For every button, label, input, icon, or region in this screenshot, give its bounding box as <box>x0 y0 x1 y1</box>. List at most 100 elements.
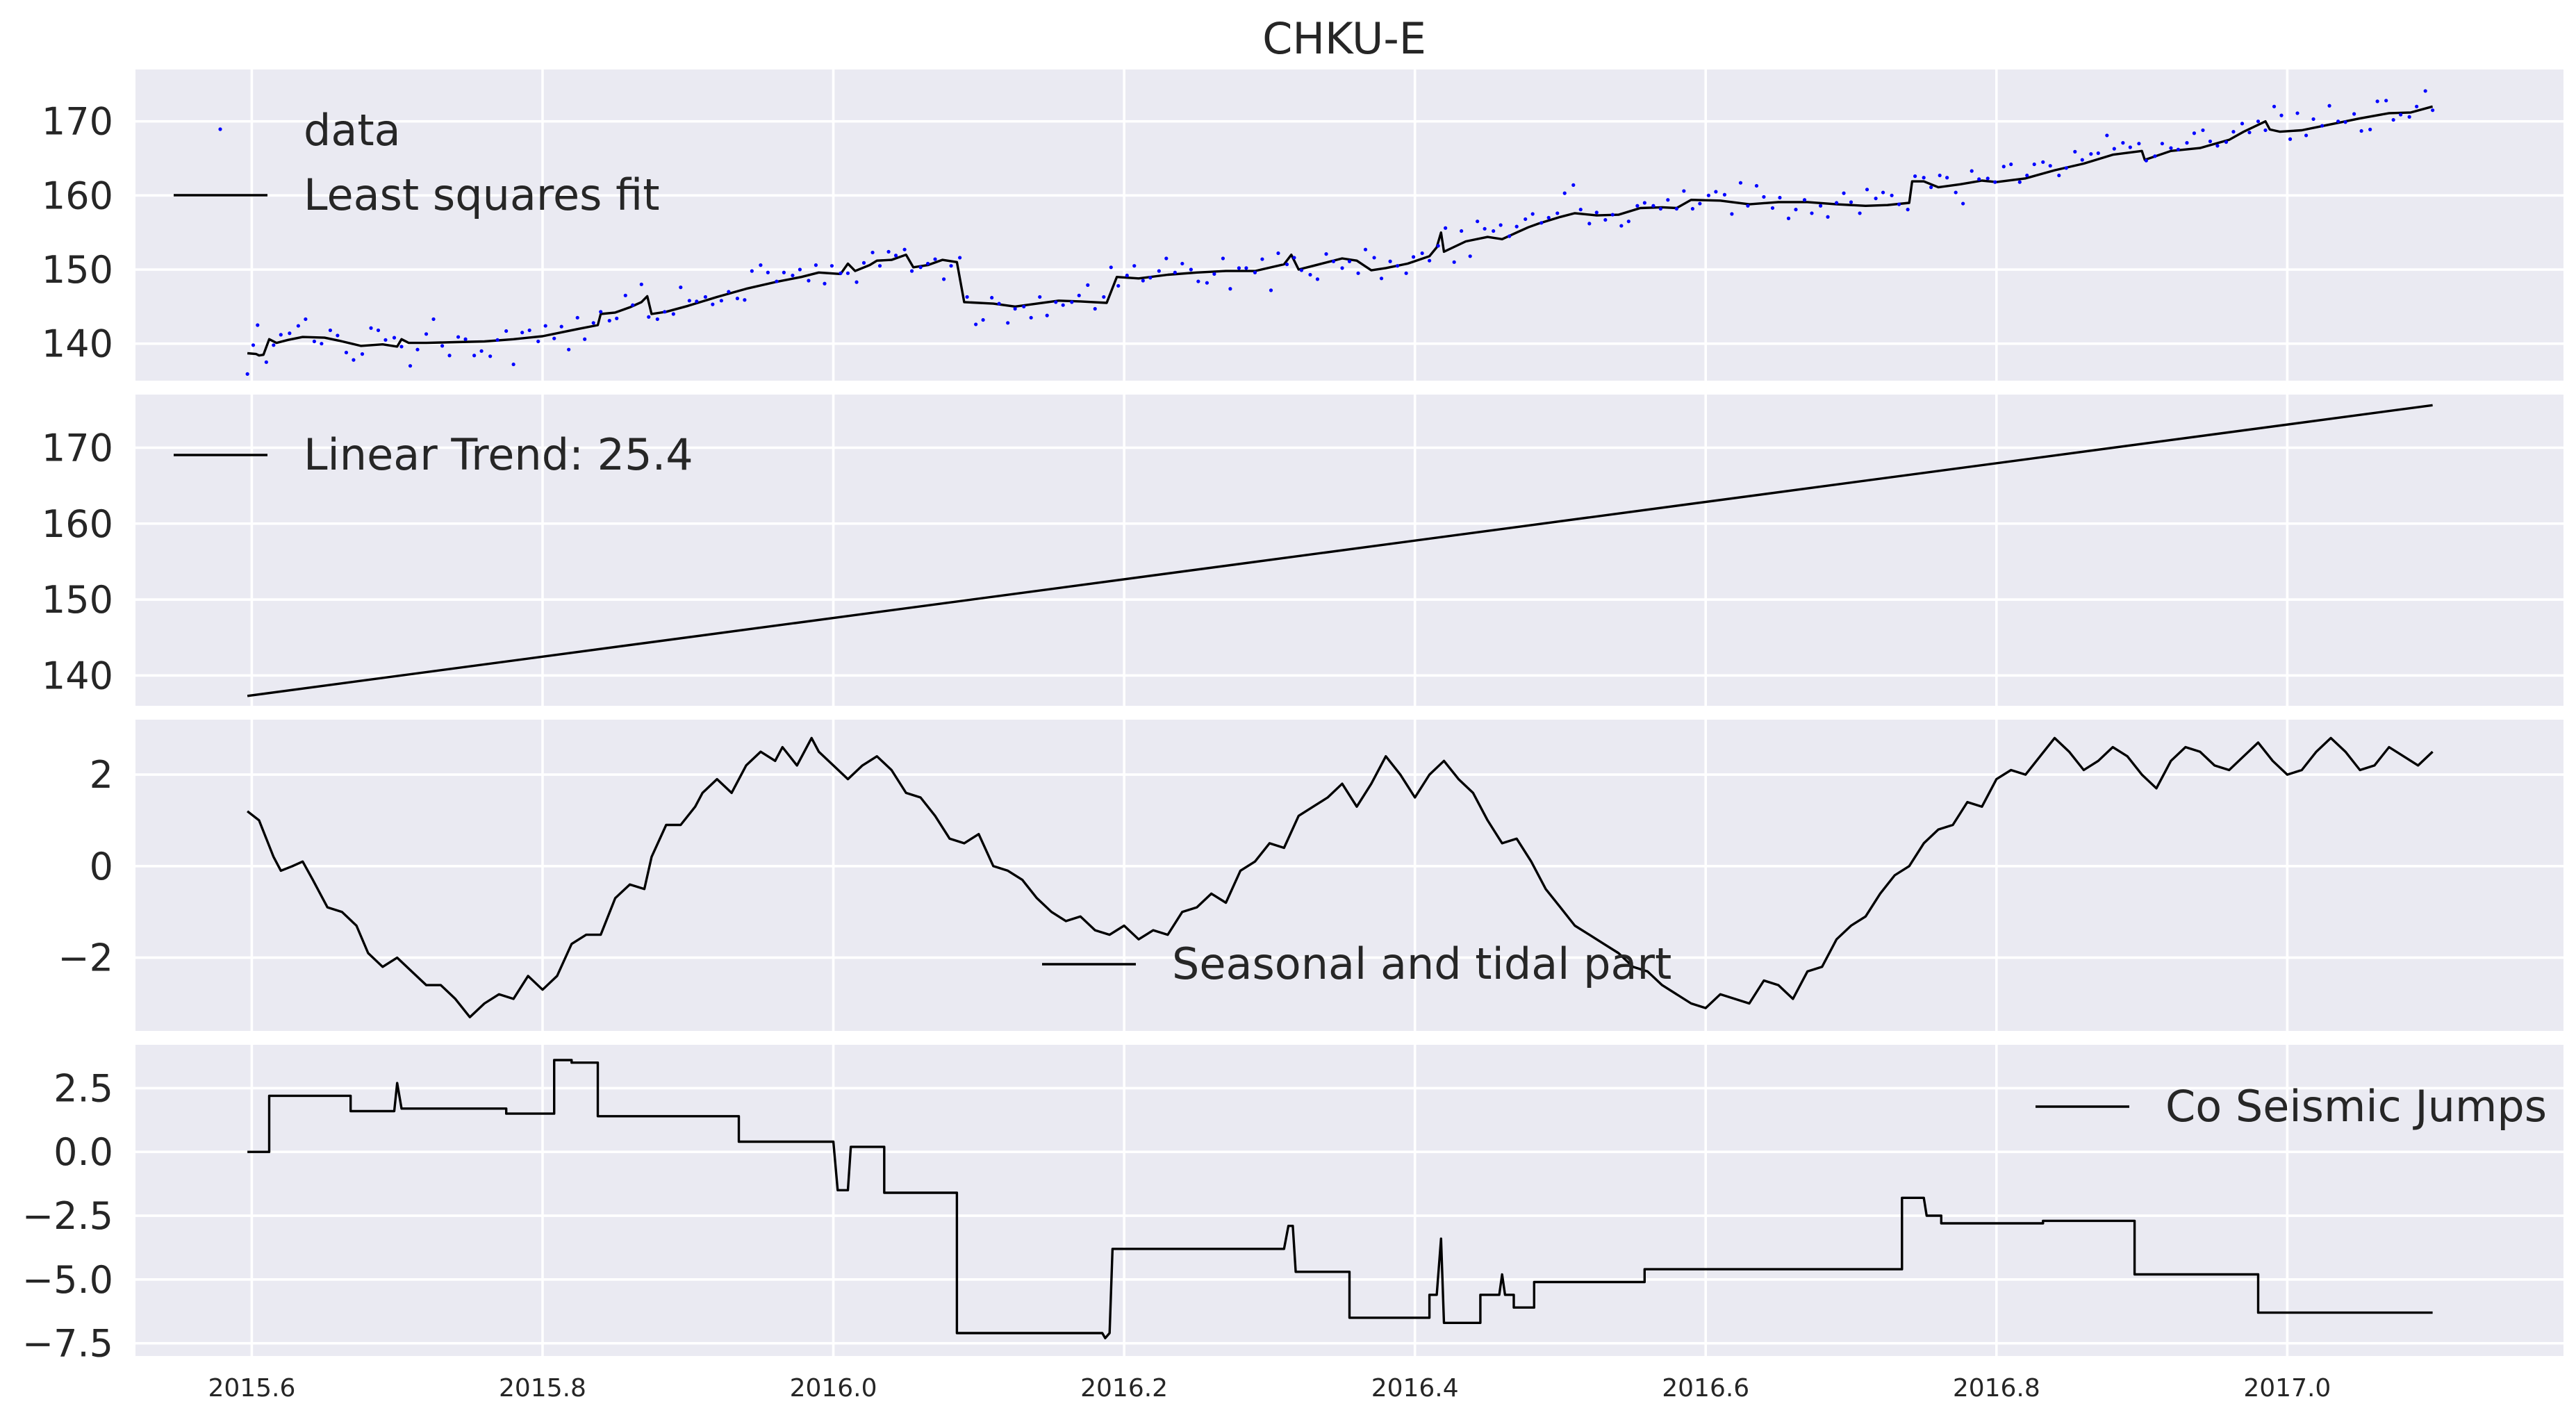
data-point <box>1603 217 1608 222</box>
data-point <box>663 310 667 314</box>
data-point <box>2089 152 2093 156</box>
y-tick-label: 170 <box>42 426 113 470</box>
data-point <box>376 328 381 333</box>
data-point <box>424 332 429 336</box>
data-point <box>2391 117 2395 122</box>
data-point <box>1029 315 1033 320</box>
data-point <box>1189 267 1193 272</box>
data-point <box>272 343 276 347</box>
data-point <box>1498 223 1503 227</box>
data-point <box>1524 217 1528 222</box>
data-point <box>639 282 643 286</box>
panel-3: 2 0 −2 Seasonal and tidal part <box>58 720 2563 1031</box>
data-point <box>1237 266 1241 270</box>
data-point <box>2201 128 2205 133</box>
series-line-least-squares-fit <box>247 105 2434 357</box>
data-point <box>2009 162 2013 167</box>
data-point <box>360 352 365 356</box>
data-point <box>1786 216 1791 220</box>
data-point <box>1013 306 1017 311</box>
y-tick-label: −2 <box>58 936 113 980</box>
data-point <box>1260 257 1264 261</box>
data-point <box>1642 201 1646 205</box>
data-point <box>399 345 404 349</box>
data-point <box>829 264 834 268</box>
data-point <box>1157 269 1161 273</box>
data-point <box>1562 191 1567 195</box>
data-point <box>1102 295 1106 299</box>
data-point <box>2192 131 2197 135</box>
series-line-co-seismic-jumps <box>247 1059 2433 1339</box>
data-point <box>1164 256 1169 261</box>
data-point <box>575 315 579 320</box>
data-point <box>2375 99 2379 104</box>
data-point <box>2001 165 2006 169</box>
data-point <box>1571 183 1576 187</box>
data-point <box>336 333 340 338</box>
data-point <box>807 279 811 283</box>
data-point <box>328 328 333 333</box>
data-point <box>1308 272 1312 277</box>
data-point <box>463 337 468 341</box>
data-point <box>2327 104 2331 108</box>
data-point <box>2041 160 2045 164</box>
data-point <box>2208 139 2213 144</box>
data-point <box>1954 190 1958 195</box>
data-point <box>2160 142 2164 146</box>
data-point <box>1141 279 1145 283</box>
data-point <box>2415 104 2419 108</box>
y-tick-label: 160 <box>42 502 113 546</box>
data-point <box>2384 99 2388 103</box>
data-point <box>1468 254 1472 258</box>
data-point <box>1086 283 1090 287</box>
data-point <box>2017 180 2022 184</box>
data-point <box>2320 124 2325 128</box>
data-point <box>631 303 635 307</box>
data-point <box>591 321 595 325</box>
data-point <box>1945 176 1949 180</box>
data-point <box>1858 211 1862 215</box>
data-point <box>981 317 985 322</box>
data-point <box>727 290 731 294</box>
data-point <box>647 315 651 319</box>
data-point <box>1372 256 1376 260</box>
data-point <box>527 328 531 333</box>
x-tick-label: 2016.4 <box>1371 1374 1459 1403</box>
data-point <box>2073 149 2077 154</box>
data-point <box>408 364 413 368</box>
y-tick-label: 150 <box>42 248 113 292</box>
series-line-linear-trend-25-4 <box>247 404 2433 697</box>
y-tick-label: 0.0 <box>53 1130 113 1174</box>
data-point <box>2431 108 2435 113</box>
data-point <box>1228 287 1232 291</box>
data-point <box>2352 112 2356 116</box>
data-point <box>1356 271 1360 275</box>
chart-title: CHKU-E <box>1262 13 1426 64</box>
data-point <box>2256 119 2261 124</box>
data-point <box>264 360 268 364</box>
data-point <box>949 264 953 268</box>
y-tick-label: 140 <box>42 322 113 366</box>
data-point <box>671 312 675 316</box>
data-point <box>1022 304 1026 308</box>
data-point <box>320 342 324 346</box>
data-point <box>392 336 397 340</box>
data-point <box>1379 276 1384 281</box>
data-point <box>845 271 850 275</box>
data-point <box>1444 226 1448 230</box>
data-point <box>543 324 547 328</box>
data-point <box>599 310 603 314</box>
data-point <box>1363 247 1368 251</box>
data-point <box>1539 221 1544 225</box>
data-point <box>256 323 260 327</box>
data-point <box>886 249 891 254</box>
data-point <box>1802 198 1807 202</box>
data-point <box>495 338 499 342</box>
data-point <box>791 273 795 278</box>
data-point <box>735 297 740 301</box>
data-point <box>1476 220 1480 224</box>
data-point <box>1420 251 1424 256</box>
data-point <box>2295 111 2300 115</box>
